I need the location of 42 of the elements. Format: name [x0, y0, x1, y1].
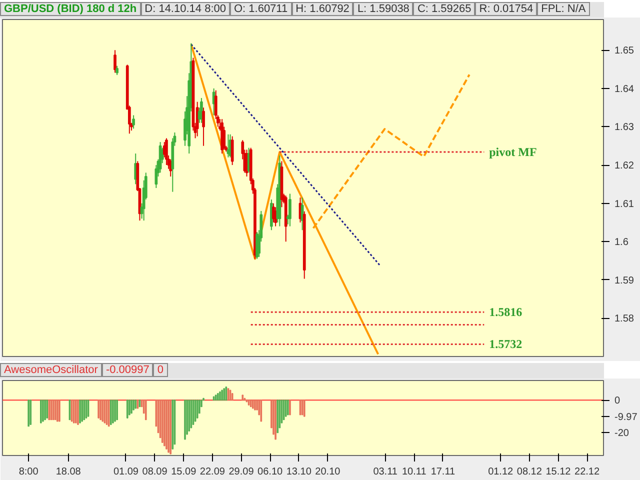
- x-tick-label: 13.10: [286, 466, 312, 478]
- y-tick-label: -9.97: [614, 412, 638, 423]
- x-tick-label: 8:00: [18, 466, 39, 478]
- x-tick-label: 15.12: [546, 466, 572, 478]
- y-tick-label: 1.65: [614, 46, 634, 57]
- series-label: 1.5816: [489, 305, 522, 320]
- x-tick-label: 18.08: [56, 466, 82, 478]
- x-tick-label: 01.09: [113, 466, 139, 478]
- text: FPL: N/A: [537, 2, 590, 16]
- text: D: 14.10.14 8:00: [140, 2, 230, 16]
- text: L: 1.59038: [353, 2, 414, 16]
- y-tick-label: 1.6: [614, 237, 629, 248]
- y-tick-label: 1.59: [614, 275, 634, 286]
- y-tick-label: 0: [614, 396, 620, 407]
- text: C: 1.59265: [413, 2, 476, 16]
- text: R: 0.01754: [475, 2, 538, 16]
- x-tick-label: 15.09: [171, 466, 197, 478]
- x-tick-label: 22.09: [200, 466, 226, 478]
- y-tick-label: 1.61: [614, 198, 634, 210]
- series-label: 1.5732: [489, 337, 522, 352]
- text: O: 1.60711: [230, 2, 292, 16]
- x-tick-label: 03.11: [373, 466, 398, 478]
- x-tick-label: 06.10: [258, 466, 284, 478]
- x-tick-label: 20.10: [315, 466, 341, 478]
- y-tick-label: -20: [614, 428, 630, 440]
- text: -0.00997: [102, 363, 154, 377]
- series-label: pivot MF: [489, 145, 537, 159]
- chart-title: GBP/USD (BID) 180 d 12h: [0, 2, 141, 16]
- y-tick-label: 1.63: [614, 122, 634, 134]
- y-tick-label: 1.58: [614, 314, 634, 325]
- y-tick-label: 1.64: [614, 84, 634, 95]
- x-tick-label: 01.12: [488, 466, 514, 478]
- x-tick-label: 10.11: [402, 466, 427, 478]
- y-tick-label: 1.62: [614, 160, 634, 172]
- text: 0: [153, 363, 168, 377]
- x-tick-label: 22.12: [574, 466, 600, 478]
- x-tick-label: 08.09: [142, 466, 168, 478]
- text: H: 1.60792: [292, 2, 354, 16]
- chart-title: AwesomeOscillator: [0, 363, 102, 377]
- x-tick-label: 08.12: [516, 466, 542, 478]
- x-tick-label: 29.09: [228, 466, 254, 478]
- x-tick-label: 17.11: [430, 466, 456, 478]
